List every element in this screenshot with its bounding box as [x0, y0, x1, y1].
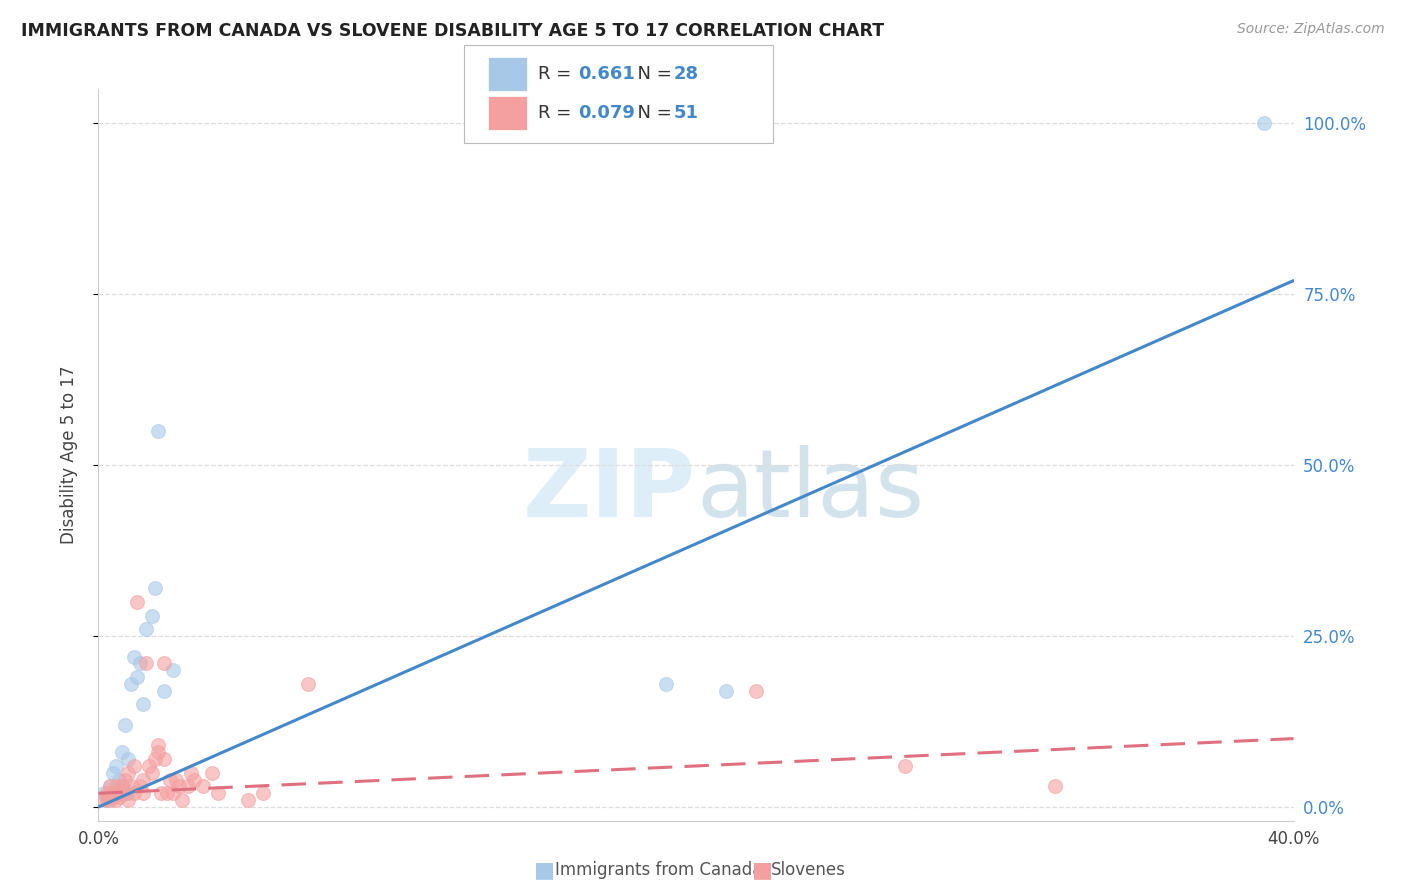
- Point: [132, 786, 155, 800]
- Point: [108, 772, 131, 787]
- Point: [127, 670, 149, 684]
- Point: [153, 752, 176, 766]
- Point: [114, 718, 136, 732]
- Point: [236, 793, 259, 807]
- Point: [1253, 116, 1275, 130]
- Point: [114, 786, 136, 800]
- Text: Immigrants from Canada: Immigrants from Canada: [555, 861, 762, 879]
- Point: [117, 786, 139, 800]
- Point: [105, 793, 128, 807]
- Text: ■: ■: [752, 860, 773, 880]
- Point: [129, 657, 152, 671]
- Point: [120, 677, 142, 691]
- Point: [894, 759, 917, 773]
- Point: [135, 622, 157, 636]
- Point: [180, 765, 202, 780]
- Point: [114, 772, 136, 787]
- Point: [655, 677, 678, 691]
- Y-axis label: Disability Age 5 to 17: Disability Age 5 to 17: [59, 366, 77, 544]
- Point: [191, 780, 214, 794]
- Point: [103, 765, 125, 780]
- Text: IMMIGRANTS FROM CANADA VS SLOVENE DISABILITY AGE 5 TO 17 CORRELATION CHART: IMMIGRANTS FROM CANADA VS SLOVENE DISABI…: [21, 22, 884, 40]
- Point: [93, 793, 115, 807]
- Point: [150, 786, 173, 800]
- Point: [124, 786, 146, 800]
- Point: [111, 780, 134, 794]
- Point: [124, 649, 146, 664]
- Point: [714, 683, 737, 698]
- Point: [177, 780, 200, 794]
- Point: [135, 657, 157, 671]
- Point: [98, 780, 122, 794]
- Point: [129, 780, 152, 794]
- Point: [127, 595, 149, 609]
- Point: [120, 780, 142, 794]
- Text: atlas: atlas: [696, 445, 924, 538]
- Point: [148, 739, 170, 753]
- Point: [138, 759, 160, 773]
- Point: [98, 780, 122, 794]
- Point: [143, 752, 166, 766]
- Text: N =: N =: [626, 65, 678, 83]
- Point: [105, 759, 128, 773]
- Point: [207, 786, 229, 800]
- Point: [96, 786, 118, 800]
- Point: [162, 663, 184, 677]
- Point: [143, 581, 166, 595]
- Text: Source: ZipAtlas.com: Source: ZipAtlas.com: [1237, 22, 1385, 37]
- Point: [93, 786, 115, 800]
- Point: [103, 789, 125, 804]
- Point: [96, 793, 118, 807]
- Point: [111, 745, 134, 759]
- Point: [162, 786, 184, 800]
- Point: [117, 765, 139, 780]
- Point: [105, 780, 128, 794]
- Point: [148, 745, 170, 759]
- Point: [108, 786, 131, 800]
- Text: 51: 51: [673, 104, 699, 122]
- Point: [117, 793, 139, 807]
- Point: [153, 657, 176, 671]
- Point: [159, 772, 181, 787]
- Point: [252, 786, 274, 800]
- Text: Slovenes: Slovenes: [770, 861, 845, 879]
- Point: [108, 789, 131, 804]
- Point: [1043, 780, 1066, 794]
- Text: 0.661: 0.661: [578, 65, 634, 83]
- Text: ZIP: ZIP: [523, 445, 696, 538]
- Point: [111, 783, 134, 797]
- Point: [132, 772, 155, 787]
- Point: [103, 786, 125, 800]
- Text: N =: N =: [626, 104, 678, 122]
- Point: [117, 752, 139, 766]
- Point: [124, 759, 146, 773]
- Point: [108, 786, 131, 800]
- Text: R =: R =: [538, 65, 578, 83]
- Point: [183, 772, 205, 787]
- Point: [132, 698, 155, 712]
- Point: [141, 608, 163, 623]
- Point: [105, 786, 128, 800]
- Point: [172, 793, 194, 807]
- Point: [153, 683, 176, 698]
- Point: [111, 780, 134, 794]
- Point: [167, 780, 190, 794]
- Text: 28: 28: [673, 65, 699, 83]
- Text: 0.079: 0.079: [578, 104, 634, 122]
- Text: ■: ■: [534, 860, 555, 880]
- Point: [96, 789, 118, 804]
- Point: [156, 786, 179, 800]
- Point: [165, 772, 187, 787]
- Point: [201, 765, 224, 780]
- Point: [745, 683, 768, 698]
- Point: [98, 793, 122, 807]
- Point: [297, 677, 319, 691]
- Text: R =: R =: [538, 104, 578, 122]
- Point: [141, 765, 163, 780]
- Point: [103, 789, 125, 804]
- Point: [148, 424, 170, 438]
